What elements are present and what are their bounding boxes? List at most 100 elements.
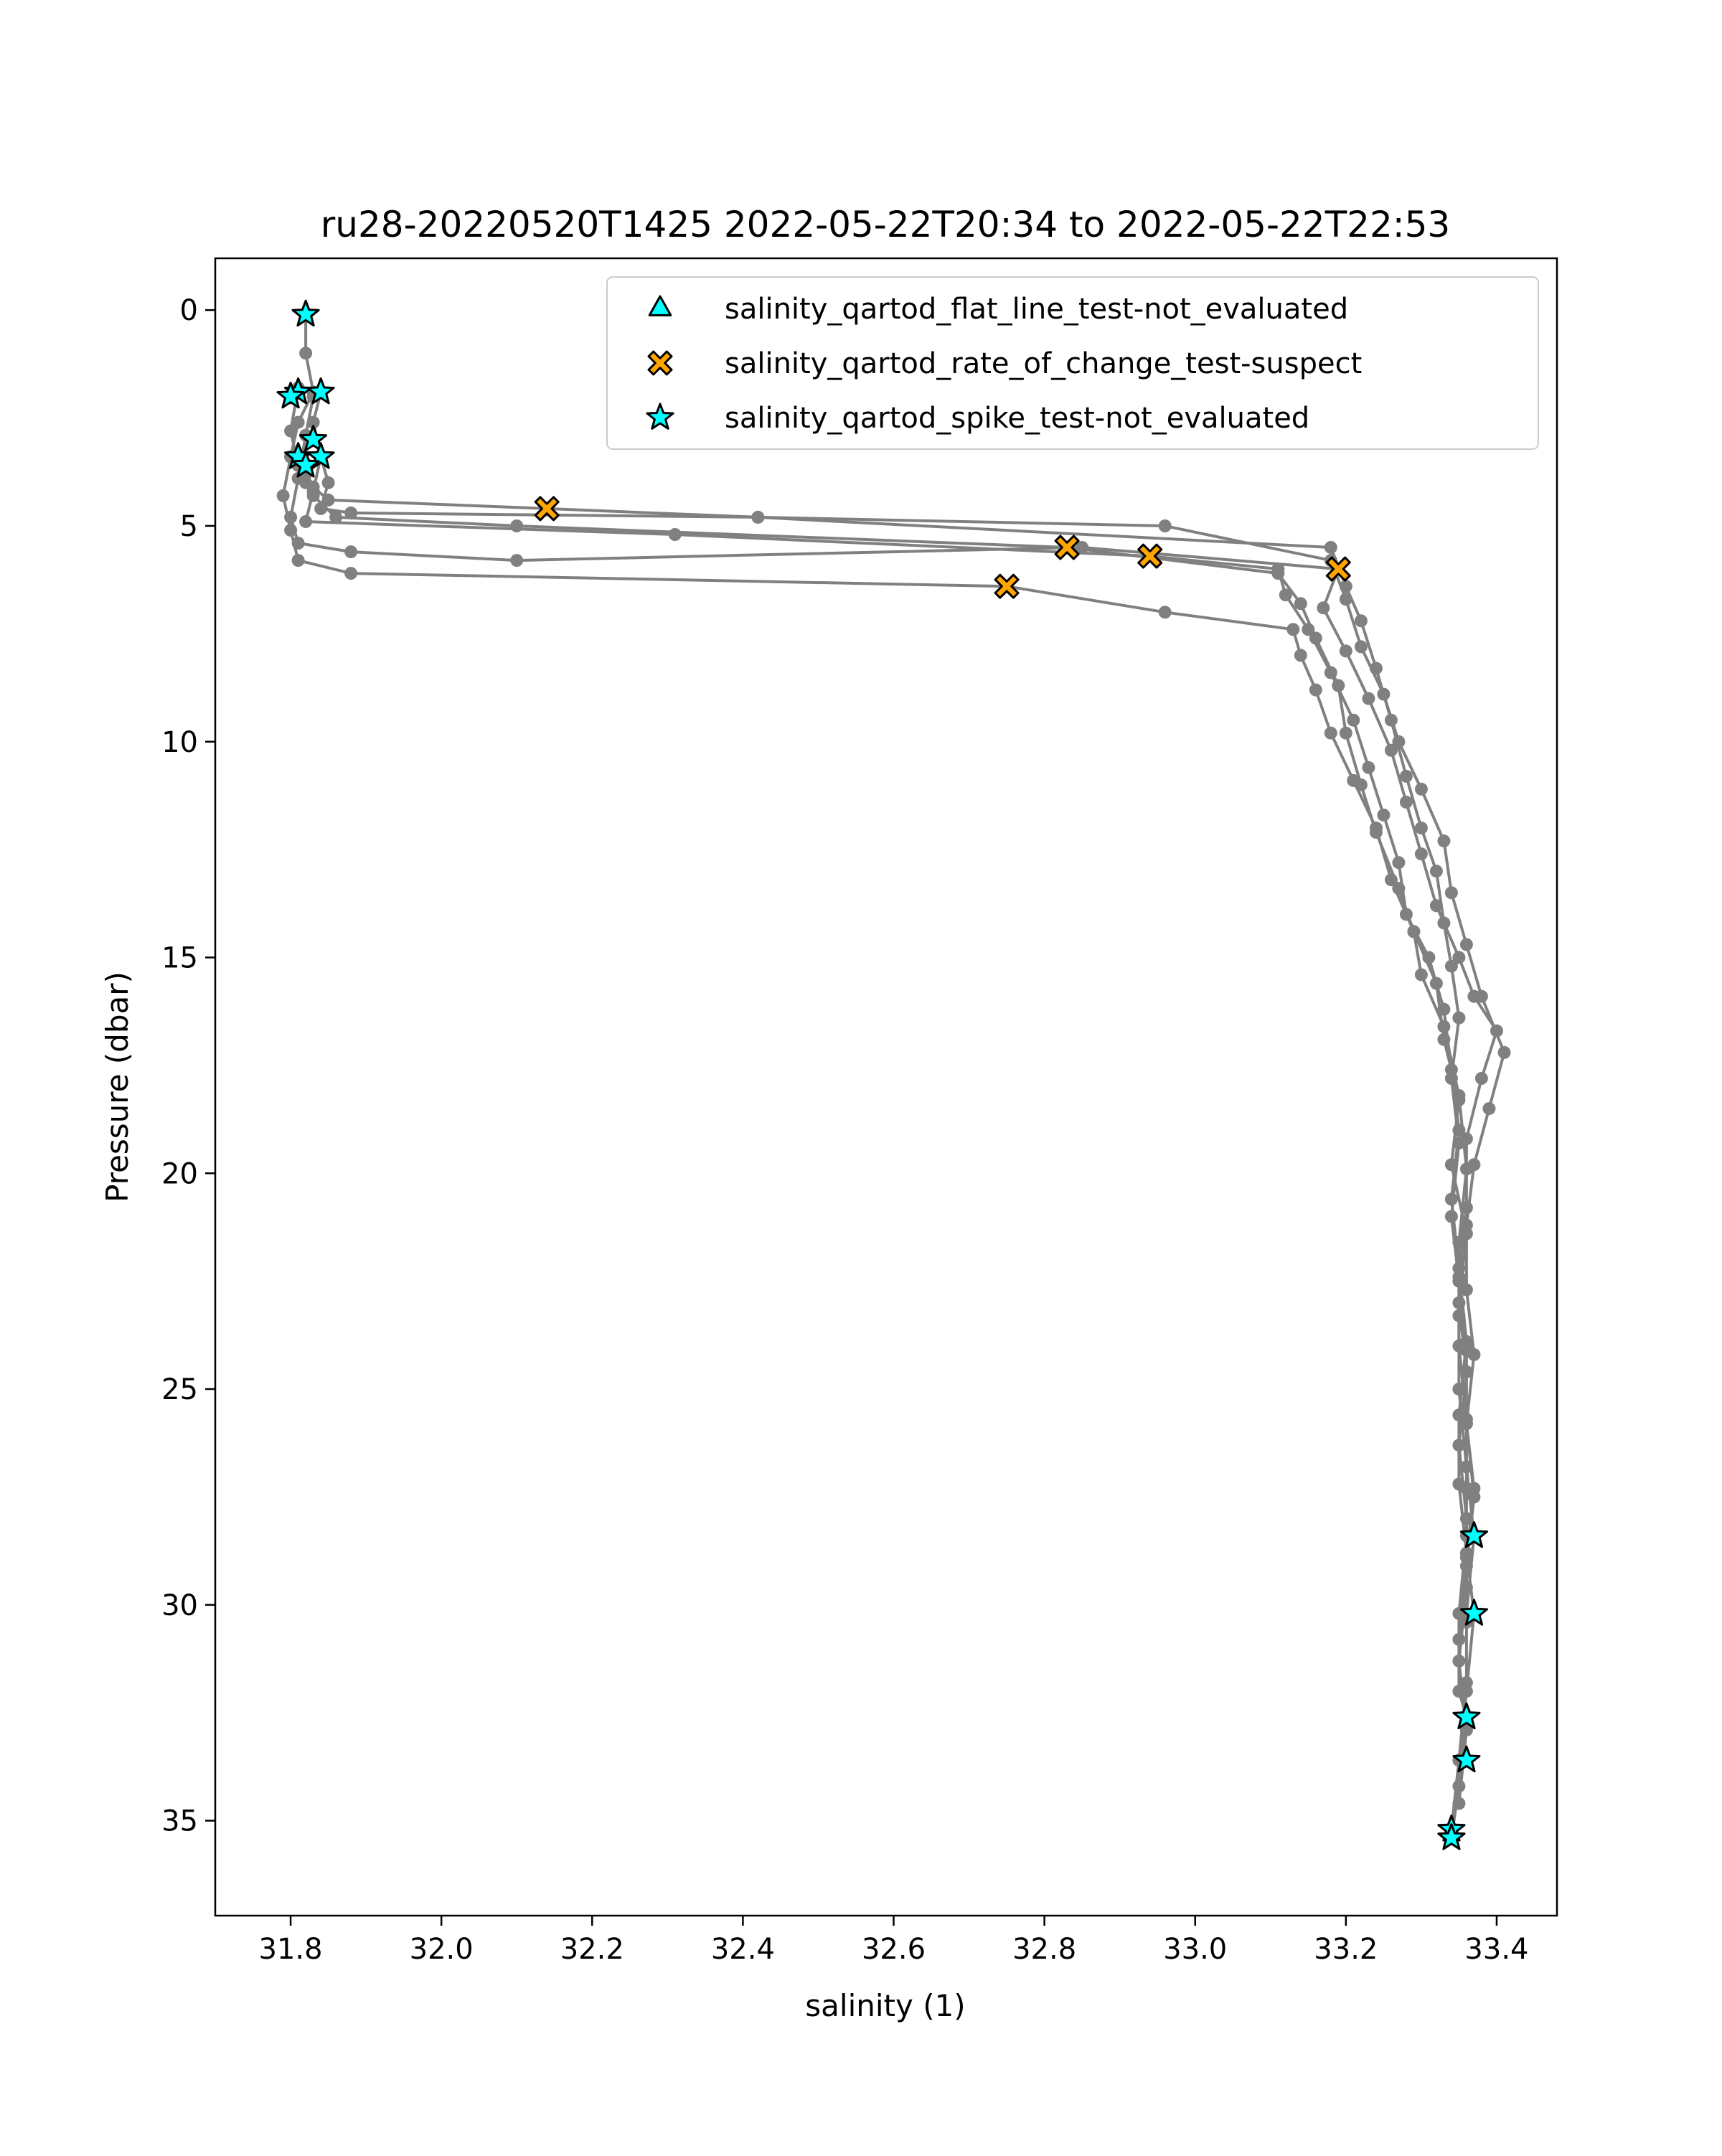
profile-line: [289, 396, 1498, 1640]
profile-point: [1437, 834, 1451, 848]
profile-point: [1286, 623, 1300, 636]
profile-point: [314, 502, 328, 515]
profile-point: [1377, 809, 1391, 822]
profile-point: [1452, 1093, 1466, 1106]
rate-of-change-suspect-marker: [1137, 543, 1163, 569]
spike-test-marker: [1459, 1521, 1488, 1548]
profile-point: [1467, 1158, 1481, 1172]
profile-point: [299, 347, 313, 360]
profile-point: [1414, 782, 1428, 796]
profile-point: [321, 476, 335, 489]
legend-marker: [646, 403, 674, 430]
profile-point: [1414, 847, 1428, 861]
profile-point: [1294, 649, 1307, 662]
profile-point: [276, 489, 290, 502]
rate-of-change-suspect-marker: [1325, 556, 1351, 582]
profile-point: [1294, 597, 1307, 611]
legend-marker: [647, 350, 673, 376]
spike-test-marker: [276, 382, 305, 409]
profile-point: [1452, 951, 1466, 964]
spike-test-marker: [291, 299, 320, 327]
profile-point: [1452, 1633, 1466, 1646]
y-axis-label: Pressure (dbar): [100, 971, 135, 1202]
profile-point: [291, 554, 305, 568]
profile-point: [510, 554, 524, 568]
legend-entry-label: salinity_qartod_rate_of_change_test-susp…: [725, 347, 1362, 380]
profile-point: [1467, 1482, 1481, 1495]
profile-line: [281, 456, 1468, 1804]
profile-point: [1324, 726, 1337, 740]
profile-point: [1324, 666, 1337, 679]
profile-point: [291, 415, 305, 429]
profile-point: [1347, 773, 1360, 787]
y-tick-label: 20: [161, 1157, 198, 1190]
profile-point: [1452, 1011, 1466, 1025]
profile-point: [344, 567, 358, 580]
y-tick-label: 30: [161, 1589, 198, 1622]
x-axis-label: salinity (1): [805, 1988, 965, 2023]
rate-of-change-suspect-marker: [1054, 535, 1080, 560]
profile-point: [329, 510, 343, 524]
profile-point: [1339, 726, 1352, 740]
chart-title: ru28-20220520T1425 2022-05-22T20:34 to 2…: [321, 204, 1451, 245]
spike-test-marker: [1459, 1599, 1488, 1626]
x-tick-label: 32.6: [862, 1933, 926, 1966]
profile-point: [1444, 1192, 1458, 1206]
profile-point: [1452, 1654, 1466, 1668]
profile-point: [1369, 822, 1383, 835]
profile-point: [1444, 959, 1458, 973]
profile-point: [1459, 1417, 1473, 1431]
profile-point: [1362, 692, 1375, 705]
x-tick-label: 32.4: [711, 1933, 775, 1966]
profile-point: [344, 545, 358, 559]
profile-point: [1362, 761, 1375, 774]
profile-point: [1324, 541, 1337, 554]
profile-point: [1309, 683, 1322, 697]
profile-point: [291, 537, 305, 550]
x-axis: 31.8 32.0 32.2 32.4 32.6 32.8 33.0 33.2 33.4: [259, 1916, 1528, 1966]
profile-point: [1482, 1102, 1496, 1116]
plot-frame: [214, 257, 1558, 1917]
profile-point: [344, 506, 358, 519]
profile-point: [1444, 886, 1458, 900]
profile-point: [299, 515, 313, 528]
profile-point: [1444, 1158, 1458, 1172]
profile-point: [1377, 687, 1391, 701]
profile-point: [1429, 865, 1443, 878]
profile-point: [668, 528, 682, 541]
profile-point: [1354, 614, 1368, 628]
profile-point: [1429, 899, 1443, 913]
profile-point: [1414, 968, 1428, 982]
spike-test-marker: [1452, 1702, 1481, 1730]
profile-point: [1459, 1723, 1473, 1737]
spike-test-marker: [291, 451, 320, 478]
profile-point: [1354, 640, 1368, 654]
profile-point: [306, 484, 320, 498]
profile-point: [1459, 1201, 1473, 1215]
profile-point: [1452, 1439, 1466, 1452]
legend-entry-label: salinity_qartod_spike_test-not_evaluated: [725, 402, 1309, 435]
profile-point: [1452, 1270, 1466, 1284]
plot-area: [276, 299, 1511, 1850]
spike-test-marker: [306, 442, 335, 469]
profile-point: [1407, 925, 1421, 938]
x-tick-label: 31.8: [259, 1933, 323, 1966]
profile-point: [1459, 938, 1473, 951]
legend-box: [606, 276, 1539, 450]
y-tick-label: 0: [180, 294, 198, 327]
profile-point: [284, 424, 298, 438]
profile-line: [319, 456, 1506, 1622]
x-tick-label: 32.8: [1012, 1933, 1076, 1966]
profile-point: [1429, 976, 1443, 990]
profile-point: [1474, 1072, 1488, 1085]
y-axis: 0 5 10 15 20 25 30 35: [161, 294, 215, 1838]
y-tick-label: 15: [161, 942, 198, 975]
y-tick-label: 5: [180, 510, 198, 543]
profile-point: [1459, 1218, 1473, 1232]
profile-point: [1459, 1283, 1473, 1296]
x-tick-label: 32.2: [560, 1933, 624, 1966]
profile-line: [304, 392, 1476, 1761]
profile-point: [1076, 541, 1089, 554]
profile-point: [751, 510, 765, 524]
